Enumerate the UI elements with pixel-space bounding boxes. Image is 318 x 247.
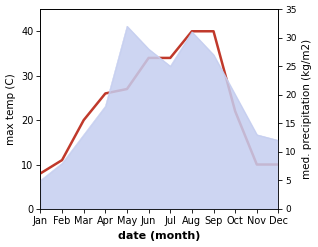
- X-axis label: date (month): date (month): [118, 231, 201, 242]
- Y-axis label: med. precipitation (kg/m2): med. precipitation (kg/m2): [302, 39, 313, 179]
- Y-axis label: max temp (C): max temp (C): [5, 73, 16, 145]
